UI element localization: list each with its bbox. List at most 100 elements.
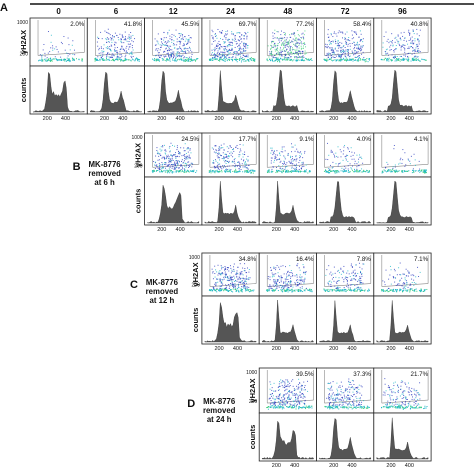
y-tick-1000: 1000 xyxy=(189,255,200,261)
x-tick-200: 200 xyxy=(43,116,52,122)
plot-cell: 45.5% 200 400 xyxy=(144,17,203,122)
y-tick-1000: 1000 xyxy=(17,20,28,26)
x-tick-400: 400 xyxy=(405,346,414,352)
plot-cell: 77.2% 200 400 xyxy=(258,17,317,122)
plot-cell: 41.8% 200 400 xyxy=(86,17,146,122)
scatter-frame xyxy=(86,17,146,67)
x-tick-400: 400 xyxy=(176,116,185,122)
gate-percent: 34.8% xyxy=(239,256,257,263)
plot-cell: 2.0% 200 400 xyxy=(29,17,88,122)
x-tick-200: 200 xyxy=(329,227,338,233)
x-tick-400: 400 xyxy=(347,116,356,122)
y-tick-1000: 1000 xyxy=(131,135,142,141)
gate-percent: 58.4% xyxy=(353,21,371,28)
x-tick-200: 200 xyxy=(386,346,395,352)
panel-title-line: at 6 h xyxy=(94,178,115,187)
x-tick-200: 200 xyxy=(272,463,281,469)
x-tick-200: 200 xyxy=(214,116,223,122)
x-tick-400: 400 xyxy=(347,463,356,469)
plot-cell: 17.7% 200 400 xyxy=(201,132,260,233)
plot-cell: 69.7% 200 400 xyxy=(201,17,260,122)
x-tick-400: 400 xyxy=(347,346,356,352)
plot-cell: 40.8% 200 400 xyxy=(373,17,432,122)
x-tick-200: 200 xyxy=(329,463,338,469)
timepoint-label: 72 xyxy=(341,7,350,16)
y-tick-200: 200 xyxy=(249,399,258,405)
gate-percent: 69.7% xyxy=(239,21,257,28)
gate-percent: 2.0% xyxy=(70,21,85,28)
x-tick-200: 200 xyxy=(329,346,338,352)
scatter-frame xyxy=(373,17,432,67)
x-tick-200: 200 xyxy=(386,463,395,469)
x-tick-400: 400 xyxy=(405,116,414,122)
x-tick-400: 400 xyxy=(233,116,242,122)
y-label-h2ax: γH2AX xyxy=(134,143,143,167)
x-tick-200: 200 xyxy=(100,116,109,122)
panel-letter: C xyxy=(130,279,138,291)
x-tick-400: 400 xyxy=(405,227,414,233)
x-tick-200: 200 xyxy=(157,227,166,233)
x-tick-400: 400 xyxy=(61,116,70,122)
plot-cell: 4.0% 200 400 xyxy=(316,132,375,233)
y-tick-1000: 1000 xyxy=(246,370,257,376)
histogram-frame xyxy=(373,412,432,462)
x-tick-400: 400 xyxy=(405,463,414,469)
timepoint-label: 48 xyxy=(283,7,292,16)
panel-letter: B xyxy=(73,161,81,173)
timepoint-label: 12 xyxy=(169,7,178,16)
y-label-counts: counts xyxy=(19,78,28,103)
y-tick-200: 200 xyxy=(20,51,29,57)
y-label-counts: counts xyxy=(248,425,257,450)
panel-title-line: removed xyxy=(203,406,236,415)
x-tick-200: 200 xyxy=(386,116,395,122)
scatter-frame xyxy=(316,17,375,67)
plot-cell: 7.1% 200 400 xyxy=(373,252,432,352)
panel-title-line: MK-8776 xyxy=(146,278,179,287)
panel-title-line: MK-8776 xyxy=(203,397,236,406)
x-tick-400: 400 xyxy=(347,227,356,233)
y-label-h2ax: γH2AX xyxy=(19,30,28,54)
plot-cell: 4.1% 200 400 xyxy=(373,132,432,233)
x-tick-200: 200 xyxy=(157,116,166,122)
timepoint-label: 6 xyxy=(114,7,119,16)
plot-cell: 9.1% 200 400 xyxy=(258,132,317,233)
x-tick-200: 200 xyxy=(272,227,281,233)
y-label-h2ax: γH2AX xyxy=(248,378,257,402)
x-tick-200: 200 xyxy=(214,346,223,352)
x-tick-400: 400 xyxy=(290,346,299,352)
gate-percent: 39.5% xyxy=(296,371,314,378)
panel-letter-a: A xyxy=(0,2,8,14)
gate-percent: 40.8% xyxy=(411,21,429,28)
gate-percent: 41.8% xyxy=(124,21,142,28)
gate-percent: 4.0% xyxy=(357,136,372,143)
gate-percent: 9.1% xyxy=(299,136,314,143)
x-tick-200: 200 xyxy=(329,116,338,122)
histogram-frame xyxy=(201,65,260,115)
panel-a: 0 6 12 24 48 72 96 2.0% 200 400 41.8% 200 400 45.5% 20… xyxy=(17,7,432,122)
gate-percent: 37.3% xyxy=(353,371,371,378)
x-tick-400: 400 xyxy=(233,227,242,233)
timepoint-label: 0 xyxy=(56,7,61,16)
plot-cell: 16.4% 200 400 xyxy=(258,252,317,352)
gate-percent: 16.4% xyxy=(296,256,314,263)
x-tick-200: 200 xyxy=(386,227,395,233)
y-label-h2ax: γH2AX xyxy=(191,262,200,286)
plot-cell: 21.7% 200 400 xyxy=(373,367,432,469)
gate-percent: 24.5% xyxy=(181,136,199,143)
panel-title-line: removed xyxy=(88,169,121,178)
x-tick-200: 200 xyxy=(214,227,223,233)
timepoint-label: 96 xyxy=(398,7,407,16)
plot-cell: 39.5% 200 400 xyxy=(258,367,317,469)
plot-cell: 24.5% 200 400 xyxy=(144,132,203,233)
scatter-frame xyxy=(373,367,432,414)
panel-title-line: at 12 h xyxy=(150,296,175,305)
plot-cell: 34.8% 200 400 xyxy=(201,252,260,352)
gate-percent: 21.7% xyxy=(411,371,429,378)
